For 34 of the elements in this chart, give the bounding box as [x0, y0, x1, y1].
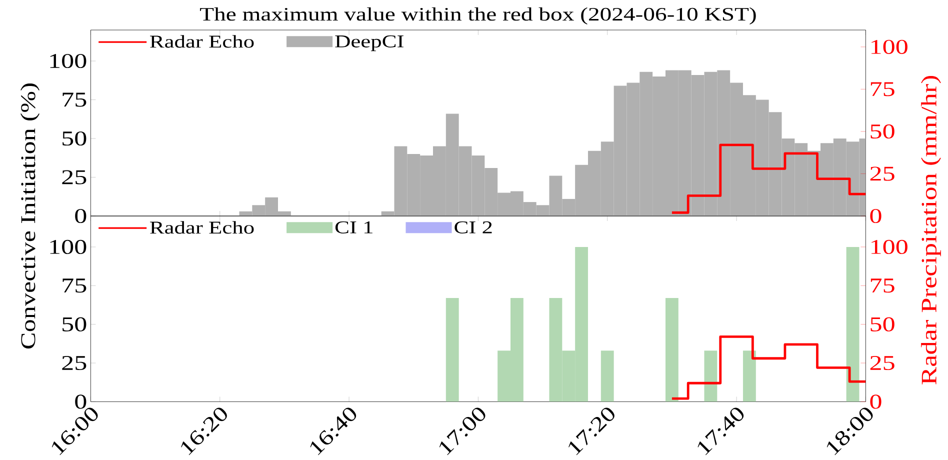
y2-axis-title: Radar Precipitation (mm/hr): [921, 76, 941, 384]
y2-tick-label: 75: [870, 278, 894, 293]
y-tick-label: 0: [75, 209, 86, 224]
y2-tick-label: 100: [872, 240, 908, 254]
y-axis-title: Convective Initiation (%): [20, 84, 40, 349]
y2-tick-label: 50: [870, 124, 894, 139]
y-tick-label: 75: [62, 278, 86, 293]
y-tick-label: 25: [62, 356, 86, 370]
legend-label: CI 1: [335, 221, 372, 234]
y-tick-label: 50: [62, 132, 86, 146]
y2-tick-label: 0: [870, 394, 882, 409]
bar: [846, 247, 860, 402]
legend-label: CI 2: [454, 221, 492, 234]
legend-label: DeepCI: [335, 35, 404, 52]
y2-tick-label: 0: [870, 209, 882, 224]
bar: [665, 298, 678, 402]
bar: [704, 350, 718, 402]
y2-tick-label: 50: [870, 317, 894, 332]
y-tick-label: 100: [50, 54, 86, 68]
y-tick-label: 75: [62, 92, 86, 107]
y2-tick-label: 25: [870, 166, 894, 181]
y-tick-label: 25: [62, 170, 86, 184]
chart-title: The maximum value within the red box (2024-06-10 KST): [200, 7, 756, 25]
legend-label: Radar Echo: [150, 221, 254, 234]
y-tick-label: 50: [62, 317, 86, 332]
bar: [446, 298, 459, 402]
y2-tick-label: 75: [870, 82, 894, 96]
y2-tick-label: 100: [872, 40, 908, 54]
bar: [600, 350, 614, 402]
y-tick-label: 0: [75, 394, 86, 409]
y-tick-label: 100: [50, 240, 86, 254]
bar: [742, 350, 756, 402]
legend-label: Radar Echo: [150, 35, 254, 48]
y2-tick-label: 25: [870, 356, 894, 370]
